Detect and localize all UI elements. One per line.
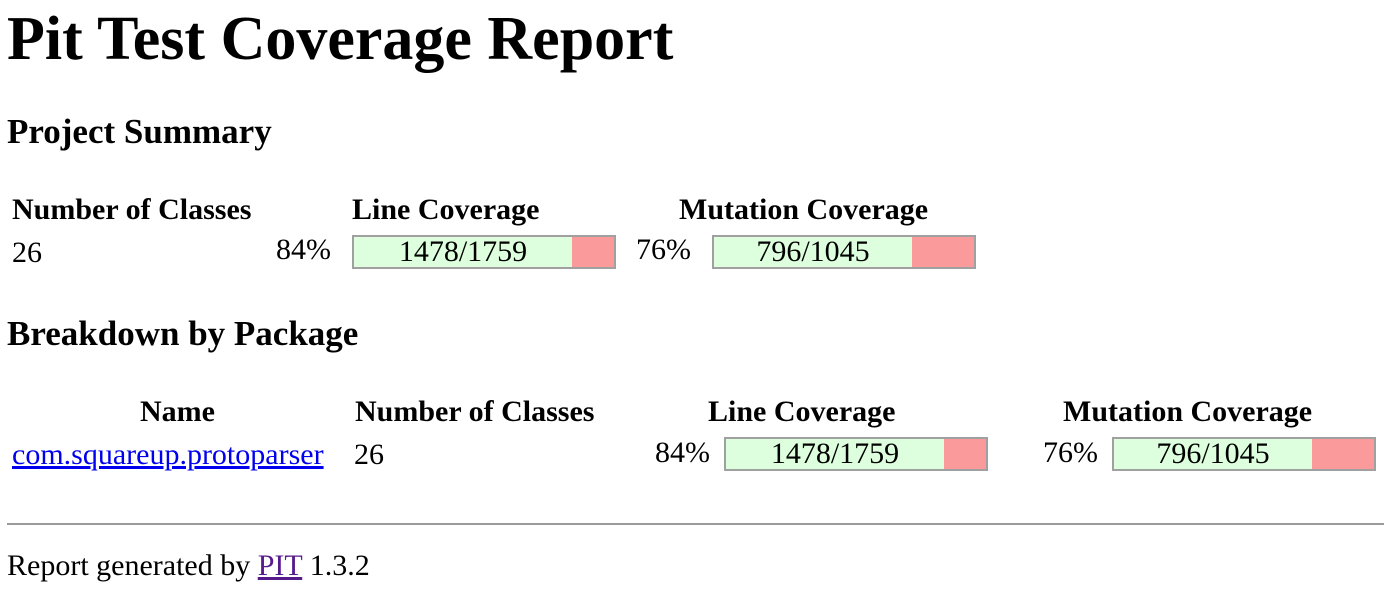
package-mutation-percent: 76% bbox=[1043, 436, 1098, 469]
summary-line-coverage-bar: 1478/1759 bbox=[352, 235, 616, 269]
uncovered-portion bbox=[572, 237, 614, 267]
footer-prefix: Report generated by bbox=[7, 549, 258, 582]
uncovered-portion bbox=[944, 439, 986, 469]
summary-line-header: Line Coverage bbox=[352, 193, 540, 226]
page-title: Pit Test Coverage Report bbox=[7, 5, 674, 73]
summary-line-ratio: 1478/1759 bbox=[398, 235, 528, 268]
package-link[interactable]: com.squareup.protoparser bbox=[12, 438, 324, 471]
summary-mutation-percent: 76% bbox=[636, 233, 691, 266]
package-classes-value: 26 bbox=[354, 438, 384, 471]
summary-mutation-ratio: 796/1045 bbox=[756, 235, 870, 268]
summary-classes-value: 26 bbox=[12, 236, 42, 269]
package-line-ratio: 1478/1759 bbox=[770, 437, 900, 470]
footer-divider bbox=[7, 523, 1384, 525]
summary-mutation-coverage-bar: 796/1045 bbox=[712, 235, 976, 269]
footer-version: 1.3.2 bbox=[302, 549, 370, 582]
uncovered-portion bbox=[1312, 439, 1374, 469]
project-summary-heading: Project Summary bbox=[7, 112, 272, 151]
covered-portion bbox=[726, 439, 944, 469]
covered-portion bbox=[354, 237, 572, 267]
breakdown-line-header: Line Coverage bbox=[708, 395, 896, 428]
covered-portion bbox=[1114, 439, 1312, 469]
package-line-percent: 84% bbox=[655, 436, 710, 469]
breakdown-heading: Breakdown by Package bbox=[7, 314, 359, 353]
uncovered-portion bbox=[912, 237, 974, 267]
breakdown-classes-header: Number of Classes bbox=[355, 395, 595, 428]
pit-link[interactable]: PIT bbox=[257, 549, 303, 582]
package-mutation-coverage-bar: 796/1045 bbox=[1112, 437, 1376, 471]
covered-portion bbox=[714, 237, 912, 267]
package-mutation-ratio: 796/1045 bbox=[1156, 437, 1270, 470]
summary-line-percent: 84% bbox=[276, 233, 331, 266]
summary-classes-header: Number of Classes bbox=[12, 193, 252, 226]
breakdown-name-header: Name bbox=[140, 395, 215, 428]
footer: Report generated by PIT 1.3.2 bbox=[7, 549, 370, 583]
package-line-coverage-bar: 1478/1759 bbox=[724, 437, 988, 471]
summary-mutation-header: Mutation Coverage bbox=[679, 193, 929, 226]
breakdown-mutation-header: Mutation Coverage bbox=[1063, 395, 1313, 428]
